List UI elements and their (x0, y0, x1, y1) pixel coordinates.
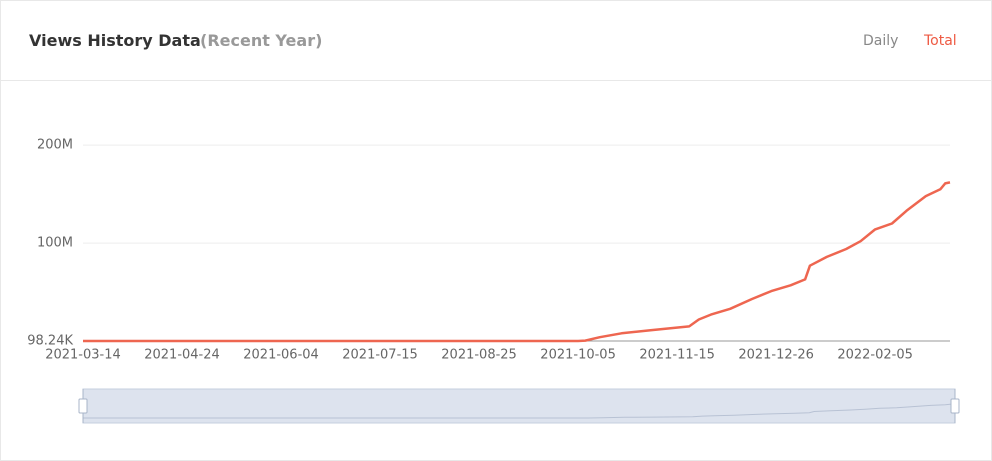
x-tick-label: 2021-12-26 (738, 348, 814, 363)
y-tick-label: 98.24K (27, 334, 73, 349)
subtitle: (Recent Year) (200, 31, 323, 50)
y-tick-label: 200M (37, 138, 73, 153)
x-tick-label: 2021-07-15 (342, 348, 418, 363)
slider-handle[interactable] (950, 398, 960, 414)
tab[interactable]: Daily (863, 33, 899, 49)
line (83, 181, 951, 343)
x-tick-label: 2021-11-15 (639, 348, 715, 363)
tab[interactable]: Total (924, 33, 957, 49)
x-tick-label: 2022-02-05 (837, 348, 913, 363)
x-tick-label: 2021-06-04 (243, 348, 319, 363)
x-tick-label: 2021-10-05 (540, 348, 616, 363)
header: Views History Data (Recent Year) Daily T… (1, 1, 991, 81)
x-tick-label: 2021-08-25 (441, 348, 517, 363)
title: Views History Data (29, 31, 201, 50)
x-tick-label: 2021-04-24 (144, 348, 220, 363)
x-tick-label: 2021-03-14 (45, 348, 121, 363)
y-tick-label: 100M (37, 236, 73, 251)
slider-line (83, 403, 956, 419)
slider-handle[interactable] (78, 398, 88, 414)
